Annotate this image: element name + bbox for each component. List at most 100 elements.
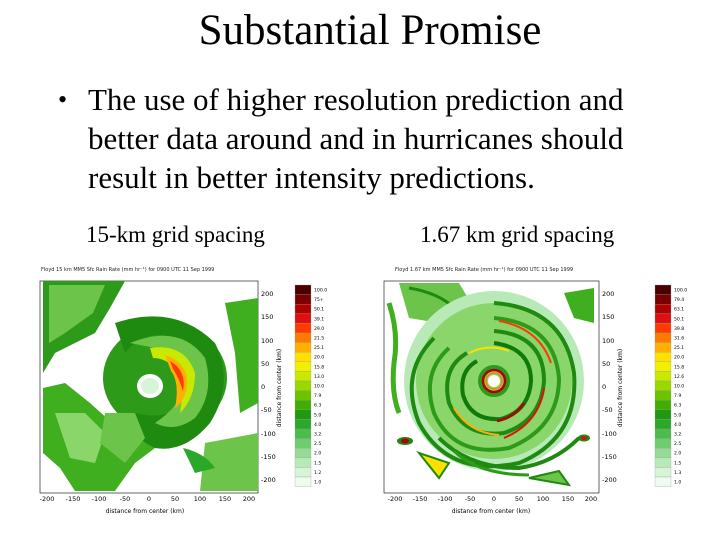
caption-1-67km: 1.67 km grid spacing: [420, 222, 615, 247]
legend-swatch: [294, 313, 312, 324]
y-axis-label: distance from center (km): [276, 349, 283, 427]
x-tick-labels: -200 -150 -100 -50 0 50 100 150 200: [40, 495, 256, 503]
x-tick: 100: [194, 495, 206, 503]
y-tick: 150: [602, 313, 614, 321]
x-tick-labels: -200 -150 -100 -50 0 50 100 150 200: [388, 495, 598, 503]
caption-15km: 15-km grid spacing: [86, 222, 265, 247]
legend-label: 1.5: [674, 460, 681, 466]
map-title: Floyd 1.67 km MM5 Sfc Rain Rate (mm hr⁻¹…: [395, 267, 573, 273]
y-tick: 0: [602, 383, 606, 391]
y-tick: -50: [602, 406, 613, 414]
x-axis-label: distance from center (km): [452, 508, 530, 515]
legend-swatch: [294, 476, 312, 487]
x-tick: -200: [40, 495, 55, 503]
legend-label: 12.6: [674, 374, 684, 380]
legend-swatch: [654, 428, 672, 439]
slide-title: Substantial Promise: [198, 7, 542, 54]
legend-swatch: [294, 390, 312, 401]
y-tick: 50: [602, 360, 610, 368]
legend-label: 25.1: [314, 345, 324, 351]
legend-label: 25.1: [674, 345, 684, 351]
y-axis-label: distance from center (km): [617, 349, 624, 427]
legend-label: 100.0: [314, 288, 327, 294]
legend-swatch: [654, 361, 672, 372]
y-tick: 0: [261, 383, 265, 391]
legend-label: 4.0: [314, 422, 321, 428]
legend-swatch: [294, 380, 312, 391]
x-tick: 0: [147, 495, 151, 503]
rain-rate-map-1-67km-figure: Floyd 1.67 km MM5 Sfc Rain Rate (mm hr⁻¹…: [383, 267, 687, 515]
legend-label: 75+: [314, 297, 324, 303]
legend-label: 3.2: [674, 432, 681, 438]
legend-label: 21.5: [314, 336, 324, 342]
legend-label: 100.0: [674, 288, 687, 294]
y-tick: 200: [602, 290, 614, 298]
legend-swatch: [654, 457, 672, 468]
legend-swatch: [294, 457, 312, 468]
legend-swatch: [294, 342, 312, 353]
legend-swatch: [654, 332, 672, 343]
legend-swatch: [294, 400, 312, 410]
y-tick: 100: [261, 337, 273, 345]
legend-label: 1.5: [314, 460, 321, 466]
legend-label: 1.0: [674, 480, 681, 486]
legend-swatch: [654, 371, 672, 382]
legend-label: 63.1: [674, 307, 684, 313]
legend-label: 1.0: [314, 480, 321, 486]
legend-swatch: [654, 380, 672, 391]
legend-swatch: [294, 332, 312, 343]
legend-swatch: [654, 419, 672, 430]
legend-swatch: [294, 294, 312, 305]
legend-label: 39.1: [314, 316, 324, 322]
legend-1-67km: 100.0 79.4 63.1 50.1 39.8 31.6 25.1 20.0 15.8 12.…: [654, 284, 687, 487]
legend-label: 20.0: [674, 355, 684, 361]
legend-swatch: [654, 342, 672, 353]
legend-swatch: [294, 438, 312, 449]
legend-swatch: [294, 352, 312, 362]
y-tick: 200: [261, 290, 273, 298]
legend-swatch: [294, 304, 312, 314]
legend-label: 1.3: [674, 470, 681, 476]
legend-swatch: [654, 352, 672, 362]
legend-label: 31.6: [674, 336, 684, 342]
x-tick: 200: [243, 495, 255, 503]
x-tick: -100: [92, 495, 107, 503]
rain-rate-map-15km-figure: Floyd 15 km MM5 Sfc Rain Rate (mm hr⁻¹) …: [40, 267, 328, 515]
legend-label: 2.0: [314, 451, 321, 457]
legend-swatch: [654, 438, 672, 449]
x-tick: 0: [492, 495, 496, 503]
y-tick-labels: 200 150 100 50 0 -50 -100 -150 -200: [602, 290, 617, 484]
x-tick: -150: [413, 495, 428, 503]
legend-swatch: [654, 409, 672, 420]
y-tick: 50: [261, 360, 269, 368]
legend-swatch: [654, 476, 672, 487]
legend-label: 7.9: [314, 393, 321, 399]
legend-label: 20.0: [314, 355, 324, 361]
y-tick: -150: [602, 453, 617, 461]
x-tick: -50: [120, 495, 131, 503]
x-tick: 50: [171, 495, 179, 503]
legend-swatch: [654, 448, 672, 458]
legend-label: 2.5: [674, 441, 681, 447]
legend-swatch: [654, 467, 672, 478]
legend-label: 79.4: [674, 297, 684, 303]
y-tick: -100: [261, 430, 276, 438]
legend-swatch: [294, 419, 312, 430]
legend-label: 7.9: [674, 393, 681, 399]
rain-field: [43, 281, 258, 491]
legend-15km: 100.0 75+ 50.1 39.1 29.0 21.5 25.1 20.0 15.8 13.0…: [294, 284, 327, 487]
legend-label: 15.8: [674, 364, 684, 370]
legend-label: 3.2: [314, 432, 321, 438]
x-tick: 100: [537, 495, 549, 503]
x-tick: -50: [465, 495, 476, 503]
legend-swatch: [294, 409, 312, 420]
legend-label: 5.0: [674, 412, 681, 418]
legend-swatch: [294, 371, 312, 382]
y-tick: -100: [602, 430, 617, 438]
legend-swatch: [654, 390, 672, 401]
x-tick: 50: [515, 495, 523, 503]
y-tick-labels: 200 150 100 50 0 -50 -100 -150 -200: [261, 290, 276, 484]
x-tick: 150: [219, 495, 231, 503]
legend-label: 50.1: [314, 307, 324, 313]
bullet-point: • The use of higher resolution predictio…: [58, 80, 678, 197]
